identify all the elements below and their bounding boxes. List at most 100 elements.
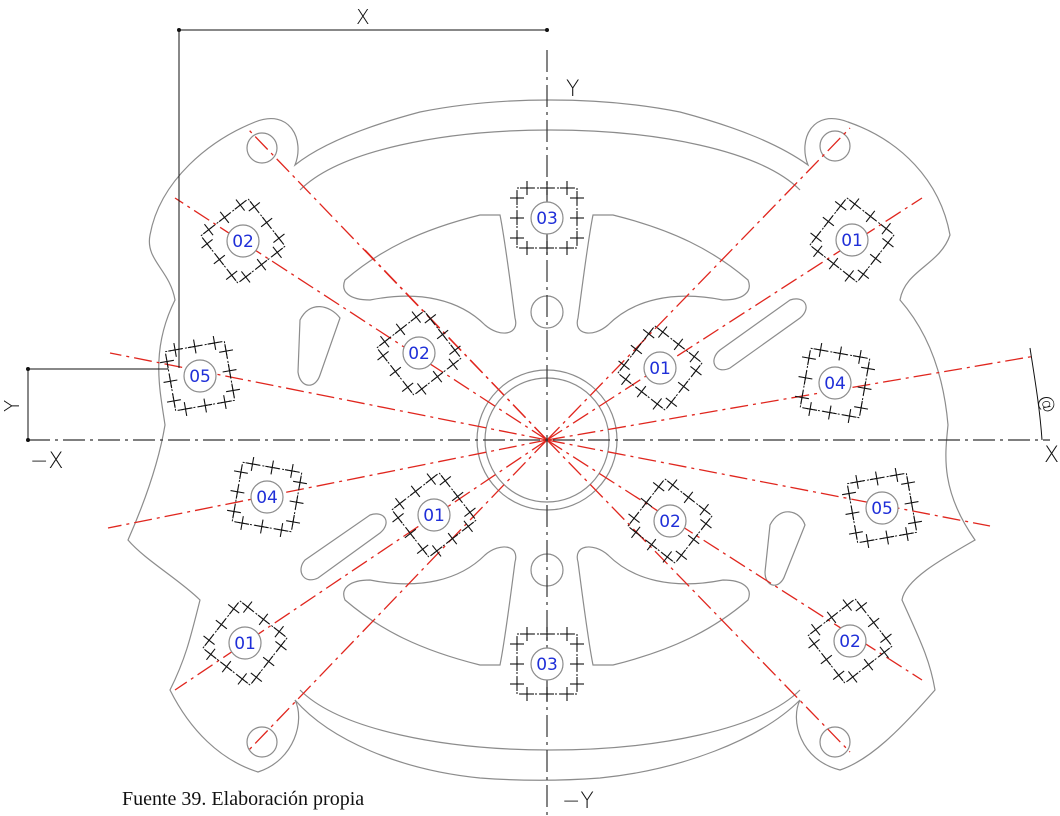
- locator-tick: [847, 486, 851, 501]
- locator-tick: [219, 211, 230, 224]
- locator-tick: [226, 269, 237, 282]
- locator-tick: [224, 344, 228, 359]
- fixture-02-group: 02: [200, 198, 286, 284]
- locator-tick: [452, 490, 463, 503]
- locator-tick: [440, 474, 451, 487]
- locator-tick: [290, 463, 294, 478]
- locator-tick: [905, 527, 909, 542]
- fixture-label: 01: [234, 634, 256, 654]
- locator-tick: [631, 343, 642, 356]
- locator-tick: [865, 534, 870, 549]
- locator-tick: [847, 409, 852, 424]
- locator-tick: [204, 634, 214, 647]
- locator-tick: [691, 364, 701, 377]
- locator-tick: [865, 210, 876, 223]
- locator-tick: [641, 496, 652, 509]
- locator-tick: [410, 485, 421, 498]
- locator-tick: [862, 381, 867, 396]
- plate-outline: [127, 99, 976, 781]
- locator-tick: [813, 245, 823, 258]
- locator-tick: [838, 346, 842, 361]
- locator-tick: [251, 671, 262, 684]
- locator-tick: [183, 402, 188, 417]
- locator-tick: [847, 671, 858, 683]
- locator-tick: [809, 637, 819, 650]
- locator-tick: [202, 237, 212, 250]
- dimension-x-label: X: [356, 5, 370, 29]
- locator-tick: [239, 465, 243, 480]
- locator-tick: [260, 519, 264, 534]
- locator-tick: [826, 611, 837, 624]
- locator-tick: [856, 600, 867, 613]
- locator-tick: [395, 497, 405, 510]
- locator-tick: [701, 517, 711, 530]
- locator-tick: [662, 551, 673, 563]
- locator-tick: [868, 616, 879, 629]
- locator-tick: [250, 456, 255, 471]
- locator-tick: [652, 398, 663, 410]
- locator-tick: [390, 365, 401, 378]
- locator-tick: [450, 344, 460, 357]
- locator-tick: [235, 484, 240, 499]
- locator-tick: [235, 199, 246, 211]
- locator-tick: [657, 326, 668, 338]
- locator-tick: [855, 474, 859, 489]
- locator-tick: [823, 215, 834, 228]
- locator-tick: [165, 354, 169, 369]
- locator-tick: [256, 258, 267, 271]
- locator-tick: [909, 495, 914, 510]
- locator-tick: [678, 380, 689, 393]
- fixture-label: 04: [824, 374, 846, 394]
- fixture-04-group: 04: [794, 342, 876, 424]
- fixture-label-circle: [530, 201, 564, 235]
- fixture-label-circle: [865, 491, 899, 525]
- locator-tick: [811, 231, 821, 244]
- locator-tick: [828, 405, 832, 420]
- locator-tick: [906, 476, 910, 491]
- locator-tick: [249, 200, 260, 213]
- fixture-01-group: 01: [202, 600, 288, 686]
- fixture-label-circle: [226, 224, 260, 258]
- locator-tick: [842, 599, 853, 611]
- fixture-03-group: 03: [510, 627, 584, 701]
- locator-tick: [881, 632, 891, 645]
- locator-tick: [844, 270, 855, 282]
- locator-tick: [206, 648, 216, 661]
- fixture-label-circle: [183, 359, 217, 393]
- fixture-label-circle: [402, 336, 436, 370]
- locator-tick: [858, 268, 869, 281]
- locator-tick: [417, 543, 428, 556]
- fixture-02-group: 02: [627, 478, 713, 564]
- locator-tick: [231, 383, 235, 398]
- locator-tick: [849, 198, 860, 210]
- locator-tick: [688, 533, 699, 546]
- fixture-02-group: 02: [807, 598, 893, 684]
- fixture-01-group: 01: [809, 197, 895, 283]
- x-axis-label: X: [1044, 443, 1059, 468]
- locator-tick: [653, 480, 664, 493]
- locator-tick: [803, 370, 808, 385]
- locator-tick: [881, 222, 891, 235]
- locator-tick: [263, 655, 274, 668]
- locator-tick: [274, 232, 284, 245]
- locator-tick: [193, 339, 197, 354]
- locator-tick: [807, 351, 811, 366]
- locator-tick: [272, 246, 282, 259]
- fixture-label-circle: [250, 480, 284, 514]
- locator-tick: [258, 613, 269, 626]
- locator-tick: [863, 658, 874, 671]
- locator-tick: [216, 618, 227, 631]
- locator-tick: [393, 511, 403, 524]
- locator-tick: [870, 252, 881, 265]
- locator-tick: [214, 253, 225, 266]
- locator-tick: [227, 363, 232, 378]
- locator-tick: [913, 515, 917, 530]
- locator-tick: [242, 601, 253, 613]
- fixture-label: 01: [423, 506, 445, 526]
- fixture-label-circle: [643, 351, 677, 385]
- locator-tick: [437, 328, 448, 341]
- locator-tick: [894, 467, 899, 482]
- angle-dimension-label: @: [1035, 393, 1059, 414]
- locator-tick: [240, 271, 251, 283]
- fixture-groups: 01 02 03 02 01 05 04 04 01 02 05 01 03 02: [159, 181, 923, 701]
